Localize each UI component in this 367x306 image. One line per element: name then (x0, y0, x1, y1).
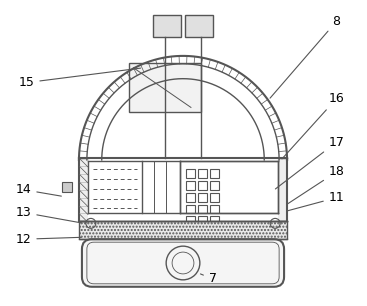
Text: 18: 18 (287, 165, 345, 204)
Bar (128, 63, 201, 112)
Text: 15: 15 (18, 68, 141, 89)
Bar (198, 216, 207, 225)
Bar (210, 204, 219, 214)
Bar (186, 169, 195, 178)
Bar (79, 221, 287, 239)
Bar (62, 182, 72, 192)
Text: 12: 12 (15, 233, 81, 246)
Bar (210, 181, 219, 190)
Bar (79, 158, 88, 221)
Bar (186, 216, 195, 225)
Text: 7: 7 (200, 272, 217, 285)
Text: 8: 8 (270, 15, 341, 98)
Bar (198, 181, 207, 190)
Bar (210, 193, 219, 202)
Bar (186, 193, 195, 202)
Text: 13: 13 (15, 206, 81, 223)
Bar (185, 15, 213, 37)
Bar (278, 158, 287, 221)
Text: 17: 17 (275, 136, 345, 189)
Bar (186, 204, 195, 214)
Bar (198, 169, 207, 178)
Bar (153, 15, 181, 37)
Text: 11: 11 (288, 191, 345, 211)
Bar (210, 169, 219, 178)
FancyBboxPatch shape (82, 239, 284, 287)
Bar (186, 181, 195, 190)
Text: 16: 16 (282, 92, 345, 159)
Bar (210, 216, 219, 225)
Text: 14: 14 (15, 183, 61, 196)
Bar (198, 193, 207, 202)
Bar (198, 204, 207, 214)
